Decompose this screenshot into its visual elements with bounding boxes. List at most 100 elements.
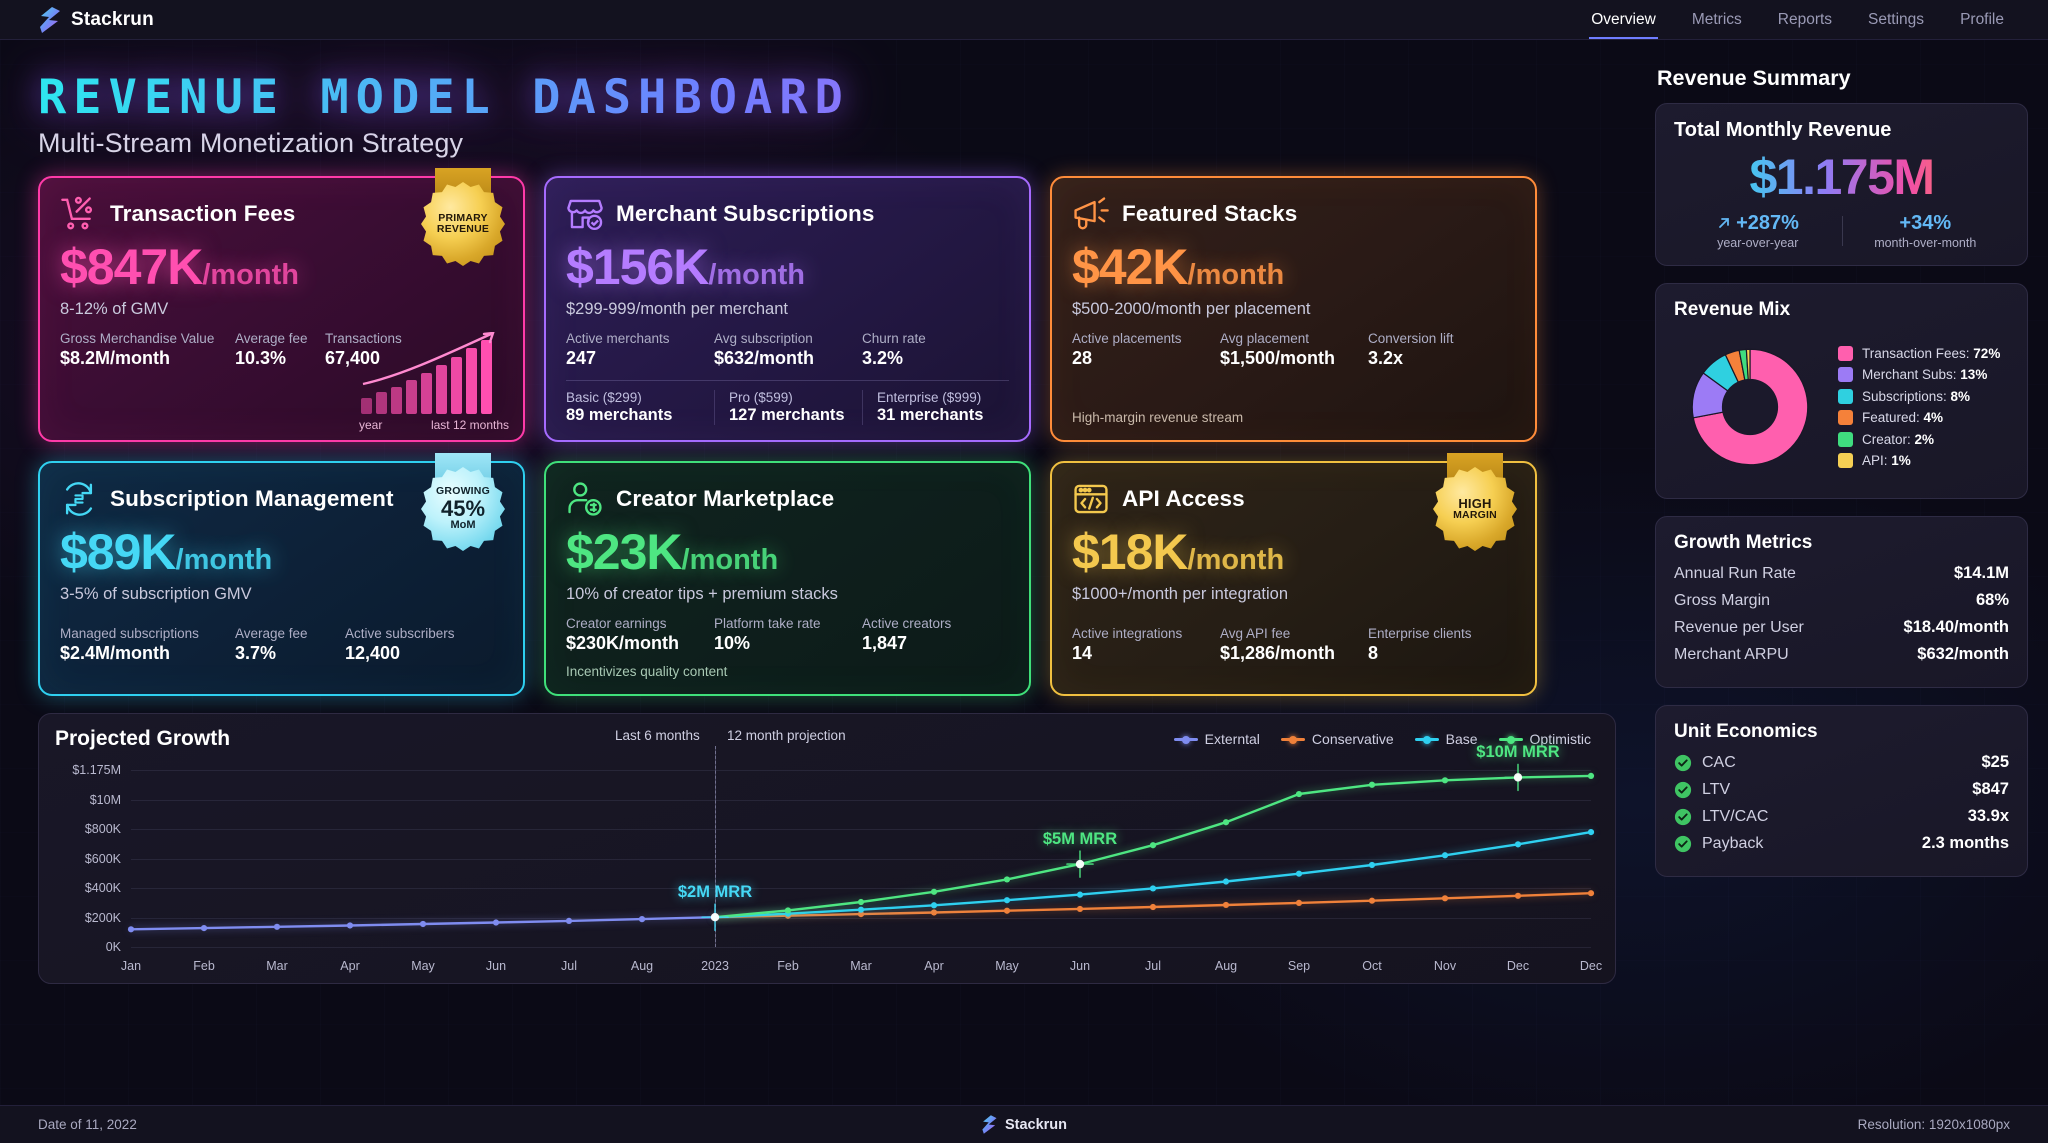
badge-line1: GROWING [436, 485, 490, 498]
grid-line [131, 947, 1591, 948]
delta-key: month-over-month [1874, 236, 1977, 250]
series-point [346, 922, 354, 929]
footer-resolution: Resolution: 1920x1080px [1857, 1117, 2010, 1132]
donut-hole [1721, 378, 1779, 436]
x-axis-tick: Dec [1579, 959, 1603, 973]
mini-bar-chart [361, 332, 495, 414]
card-creator-marketplace[interactable]: Creator Marketplace $23K /month 10% of c… [544, 461, 1031, 696]
stat-key: Active creators [862, 616, 952, 631]
megaphone-icon [1074, 197, 1109, 230]
legend-item-externtal[interactable]: Externtal [1173, 731, 1260, 747]
card-api-access[interactable]: HIGH MARGIN API Access $18K [1050, 453, 1537, 696]
x-axis-tick: Jul [561, 959, 577, 973]
footer-brand: Stackrun [981, 1115, 1067, 1134]
arrow-up-right-icon [1718, 218, 1729, 228]
legend-marker-icon [1280, 734, 1305, 744]
metric-key: Merchant ARPU [1674, 645, 1789, 663]
projected-growth-panel: Projected Growth Externtal Conservative Ba… [38, 713, 1616, 984]
series-point [638, 916, 646, 923]
stat-value: 3.2% [862, 348, 904, 368]
stat-value: 67,400 [325, 348, 381, 368]
merchant-tiers: Basic ($299) 89 merchants Pro ($599) 127… [566, 390, 1009, 425]
series-point [784, 907, 792, 914]
series-point [1222, 878, 1230, 885]
card-title: Subscription Management [110, 486, 394, 511]
footer-brand-name: Stackrun [1004, 1116, 1068, 1133]
tier-value: 89 merchants [566, 406, 673, 424]
unit-economics-title: Unit Economics [1674, 721, 1818, 742]
stat-key: Conversion lift [1368, 331, 1454, 346]
panel-unit-economics: Unit Economics CAC $25 LTV $847 LTV/CAC … [1655, 705, 2028, 877]
badge-line1: HIGH [1458, 495, 1492, 511]
mix-legend-item[interactable]: Transaction Fees: 72% [1838, 345, 2000, 361]
stackrun-logo-icon [982, 1115, 997, 1134]
y-axis-tick: $10M [89, 792, 121, 807]
delta-yoy: +287% year-over-year [1674, 212, 1842, 250]
stat-value: 14 [1072, 643, 1093, 663]
metric-key: Revenue per User [1674, 618, 1804, 636]
series-point [1368, 861, 1376, 869]
legend-item-optimistic[interactable]: Optimistic [1498, 731, 1591, 747]
mix-legend-item[interactable]: Creator: 2% [1838, 431, 2000, 447]
mix-legend-item[interactable]: Subscriptions: 8% [1838, 388, 2000, 404]
x-axis-tick: Jun [485, 959, 507, 973]
metric-key: Gross Margin [1674, 591, 1771, 609]
stat-value: $8.2M/month [60, 348, 171, 368]
series-point [1003, 876, 1011, 883]
x-axis-tick: 2023 [701, 959, 729, 973]
nav-item-profile[interactable]: Profile [1960, 10, 2004, 28]
card-stats: Gross Merchandise Value $8.2M/month Aver… [60, 331, 503, 369]
series-point [1587, 890, 1595, 897]
card-value-suffix: /month [708, 259, 805, 291]
badge-primary-revenue: PRIMARY REVENUE [421, 168, 505, 266]
stat-key: Churn rate [862, 331, 926, 346]
brand[interactable]: Stackrun [38, 6, 154, 33]
nav-item-reports[interactable]: Reports [1777, 10, 1833, 28]
stat-value: $1,500/month [1220, 348, 1336, 368]
mix-legend-item[interactable]: Featured: 4% [1838, 410, 2000, 426]
mix-legend-item[interactable]: Merchant Subs: 13% [1838, 367, 2000, 383]
unit-value: $25 [1981, 753, 2009, 771]
revenue-deltas: +287% year-over-year +34% month-over-mon… [1674, 212, 2009, 250]
grid-line [131, 858, 1591, 860]
card-featured-stacks[interactable]: Featured Stacks $42K /month $500-2000/mo… [1050, 176, 1537, 442]
x-axis-tick: May [995, 959, 1019, 973]
card-transaction-fees[interactable]: PRIMARY REVENUE Transaction Fees $847K [38, 168, 525, 442]
badge-line2: MARGIN [1453, 509, 1497, 522]
series-point [1149, 842, 1157, 849]
stat-key: Platform take rate [714, 616, 821, 631]
mix-legend-label: API: 1% [1862, 453, 1911, 469]
grid-line [131, 829, 1591, 830]
card-desc: 3-5% of subscription GMV [60, 585, 252, 603]
stat-key: Enterprise clients [1368, 626, 1472, 641]
series-point [565, 917, 573, 924]
series-point [857, 898, 865, 906]
chart-legend: Externtal Conservative Base Optimistic [1173, 731, 1599, 747]
badge-line2: MoM [450, 519, 476, 532]
delta-yoy-value: +287% [1674, 212, 1842, 235]
legend-item-base[interactable]: Base [1414, 731, 1478, 747]
nav-item-overview[interactable]: Overview [1589, 0, 1658, 39]
main-content: REVENUE MODEL DASHBOARD Multi-Stream Mon… [0, 40, 1655, 1143]
delta-mom-value: +34% [1899, 212, 1952, 234]
nav-item-metrics[interactable]: Metrics [1691, 10, 1742, 28]
mix-color-swatch [1838, 345, 1853, 361]
nav-links: Overview Metrics Reports Settings Profil… [1589, 0, 2004, 39]
split-label-left: Last 6 months [615, 728, 700, 743]
stat-key: Transactions [325, 331, 402, 346]
card-merchant-subscriptions[interactable]: Merchant Subscriptions $156K /month $299… [544, 176, 1031, 442]
sidebar-heading: Revenue Summary [1657, 66, 1851, 90]
card-subscription-management[interactable]: GROWING 45% MoM Subscription Management [38, 453, 525, 696]
nav-item-settings[interactable]: Settings [1868, 10, 1925, 28]
code-window-icon [1074, 484, 1108, 514]
series-point [1076, 891, 1084, 898]
top-navigation-bar: Stackrun Overview Metrics Reports Settin… [0, 0, 2048, 40]
mix-legend-item[interactable]: API: 1% [1838, 453, 2000, 469]
legend-item-conservative[interactable]: Conservative [1280, 731, 1394, 747]
chart-annotation-label: $5M MRR [1042, 830, 1118, 849]
series-point [1222, 819, 1230, 826]
series-point [1003, 897, 1011, 904]
y-axis-tick: $400K [84, 881, 121, 895]
legend-marker-icon [1498, 734, 1523, 744]
legend-label: Externtal [1204, 731, 1260, 747]
